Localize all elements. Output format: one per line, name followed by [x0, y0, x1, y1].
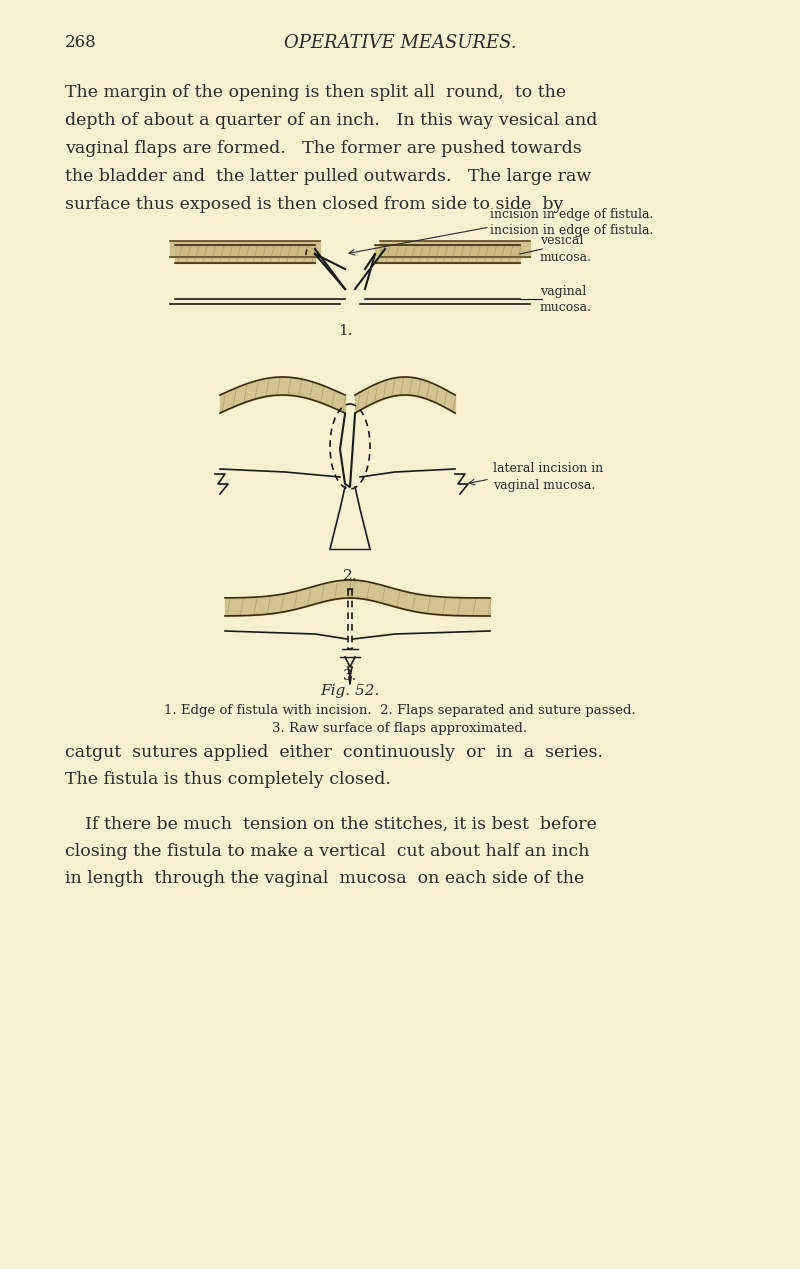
Text: the bladder and  the latter pulled outwards.   The large raw: the bladder and the latter pulled outwar…: [65, 168, 591, 185]
Text: vaginal flaps are formed.   The former are pushed towards: vaginal flaps are formed. The former are…: [65, 140, 582, 157]
Text: in length  through the vaginal  mucosa  on each side of the: in length through the vaginal mucosa on …: [65, 871, 584, 887]
Text: 3.: 3.: [343, 669, 357, 683]
Text: vaginal
mucosa.: vaginal mucosa.: [540, 284, 592, 313]
Text: The fistula is thus completely closed.: The fistula is thus completely closed.: [65, 772, 391, 788]
Text: The margin of the opening is then split all  round,  to the: The margin of the opening is then split …: [65, 84, 566, 102]
Text: If there be much  tension on the stitches, it is best  before: If there be much tension on the stitches…: [85, 816, 597, 832]
Text: 2.: 2.: [342, 569, 358, 582]
Text: closing the fistula to make a vertical  cut about half an inch: closing the fistula to make a vertical c…: [65, 843, 590, 860]
Text: 268: 268: [65, 34, 97, 51]
Text: depth of about a quarter of an inch.   In this way vesical and: depth of about a quarter of an inch. In …: [65, 112, 598, 129]
Text: lateral incision in
vaginal mucosa.: lateral incision in vaginal mucosa.: [493, 462, 603, 492]
Text: incision in edge of fistula.: incision in edge of fistula.: [490, 208, 654, 221]
Text: OPERATIVE MEASURES.: OPERATIVE MEASURES.: [284, 34, 516, 52]
Text: 1.: 1.: [338, 324, 352, 338]
Text: 1. Edge of fistula with incision.  2. Flaps separated and suture passed.
3. Raw : 1. Edge of fistula with incision. 2. Fla…: [164, 704, 636, 735]
Text: catgut  sutures applied  either  continuously  or  in  a  series.: catgut sutures applied either continuous…: [65, 744, 603, 761]
Text: Fig. 52.: Fig. 52.: [320, 684, 380, 698]
Text: surface thus exposed is then closed from side to side  by: surface thus exposed is then closed from…: [65, 195, 563, 213]
Text: vesical
mucosa.: vesical mucosa.: [540, 235, 592, 264]
Text: incision in edge of fistula.: incision in edge of fistula.: [490, 225, 654, 237]
